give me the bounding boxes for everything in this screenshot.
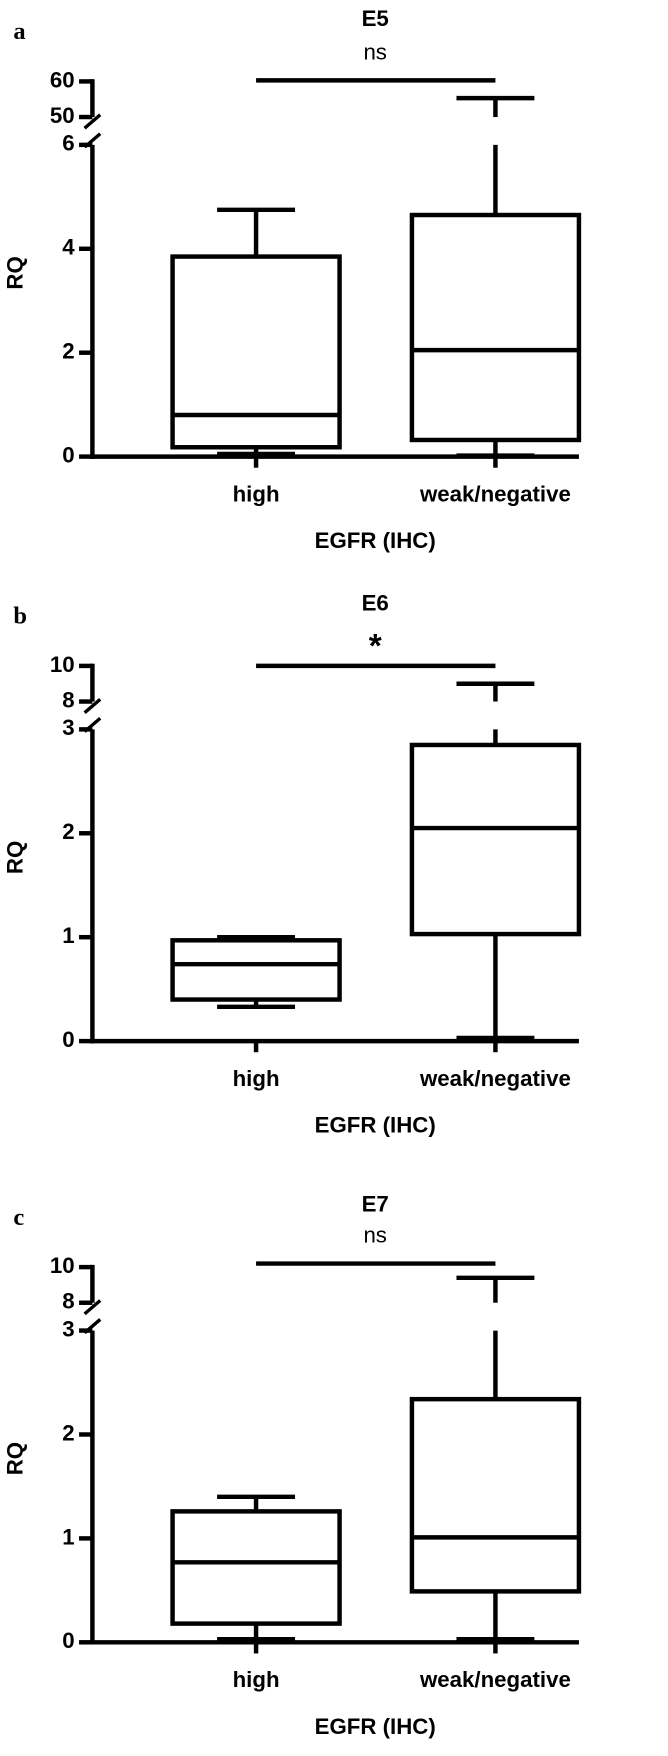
significance-label: ns — [363, 39, 387, 64]
x-axis-title: EGFR (IHC) — [315, 1113, 436, 1138]
y-tick-label: 6 — [62, 131, 74, 156]
chart-title: E7 — [362, 1192, 389, 1217]
y-tick-label: 8 — [62, 1289, 74, 1314]
y-tick-label: 0 — [62, 442, 74, 467]
y-tick-label: 1 — [62, 1524, 74, 1549]
axis-break — [83, 698, 102, 714]
chart-title: E5 — [362, 6, 389, 31]
box — [409, 212, 582, 443]
y-tick-label: 1 — [62, 923, 74, 948]
x-axis-title: EGFR (IHC) — [315, 1714, 436, 1739]
box — [409, 742, 582, 937]
significance-label: * — [369, 628, 382, 665]
y-tick-label: 2 — [62, 1420, 74, 1445]
panel: b E6 RQ EGFR (IHC) 0 1 2 3 8 10 high weak/negative * — [3, 591, 582, 1138]
x-axis-title: EGFR (IHC) — [315, 528, 436, 553]
box — [170, 938, 342, 1002]
panel-label: b — [13, 603, 27, 630]
y-tick-label: 0 — [62, 1628, 74, 1653]
x-tick-label: weak/negative — [419, 481, 571, 506]
panel-label: c — [13, 1204, 24, 1231]
box — [170, 254, 342, 450]
box — [409, 1396, 582, 1594]
axis-break — [83, 113, 102, 130]
y-tick-label: 10 — [50, 652, 75, 677]
chart-title: E6 — [362, 591, 389, 616]
x-tick-label: high — [233, 1066, 280, 1091]
y-tick-label: 0 — [62, 1027, 74, 1052]
x-tick-label: weak/negative — [419, 1667, 571, 1692]
y-tick-label: 2 — [62, 819, 74, 844]
panel-label: a — [13, 18, 25, 45]
axis-break — [83, 1299, 102, 1316]
y-tick-label: 4 — [62, 235, 75, 260]
y-tick-label: 3 — [62, 1316, 74, 1341]
y-tick-label: 8 — [62, 687, 74, 712]
panel: a E5 RQ EGFR (IHC) 0 2 4 6 50 60 high weak/negative… — [3, 6, 582, 553]
significance-label: ns — [363, 1223, 387, 1248]
y-tick-label: 60 — [50, 67, 75, 92]
panel: c E7 RQ EGFR (IHC) 0 1 2 38 10 high weak/negative n… — [3, 1192, 582, 1739]
y-tick-label: 10 — [50, 1253, 75, 1278]
x-tick-label: weak/negative — [419, 1066, 571, 1091]
x-tick-label: high — [233, 481, 280, 506]
box — [170, 1509, 342, 1626]
y-axis-title: RQ — [3, 1442, 28, 1475]
y-axis-title: RQ — [3, 256, 28, 289]
y-axis-title: RQ — [3, 841, 28, 874]
y-tick-label: 50 — [50, 103, 75, 128]
y-tick-label: 2 — [62, 339, 74, 364]
x-tick-label: high — [233, 1667, 280, 1692]
y-tick-label: 3 — [62, 715, 74, 740]
